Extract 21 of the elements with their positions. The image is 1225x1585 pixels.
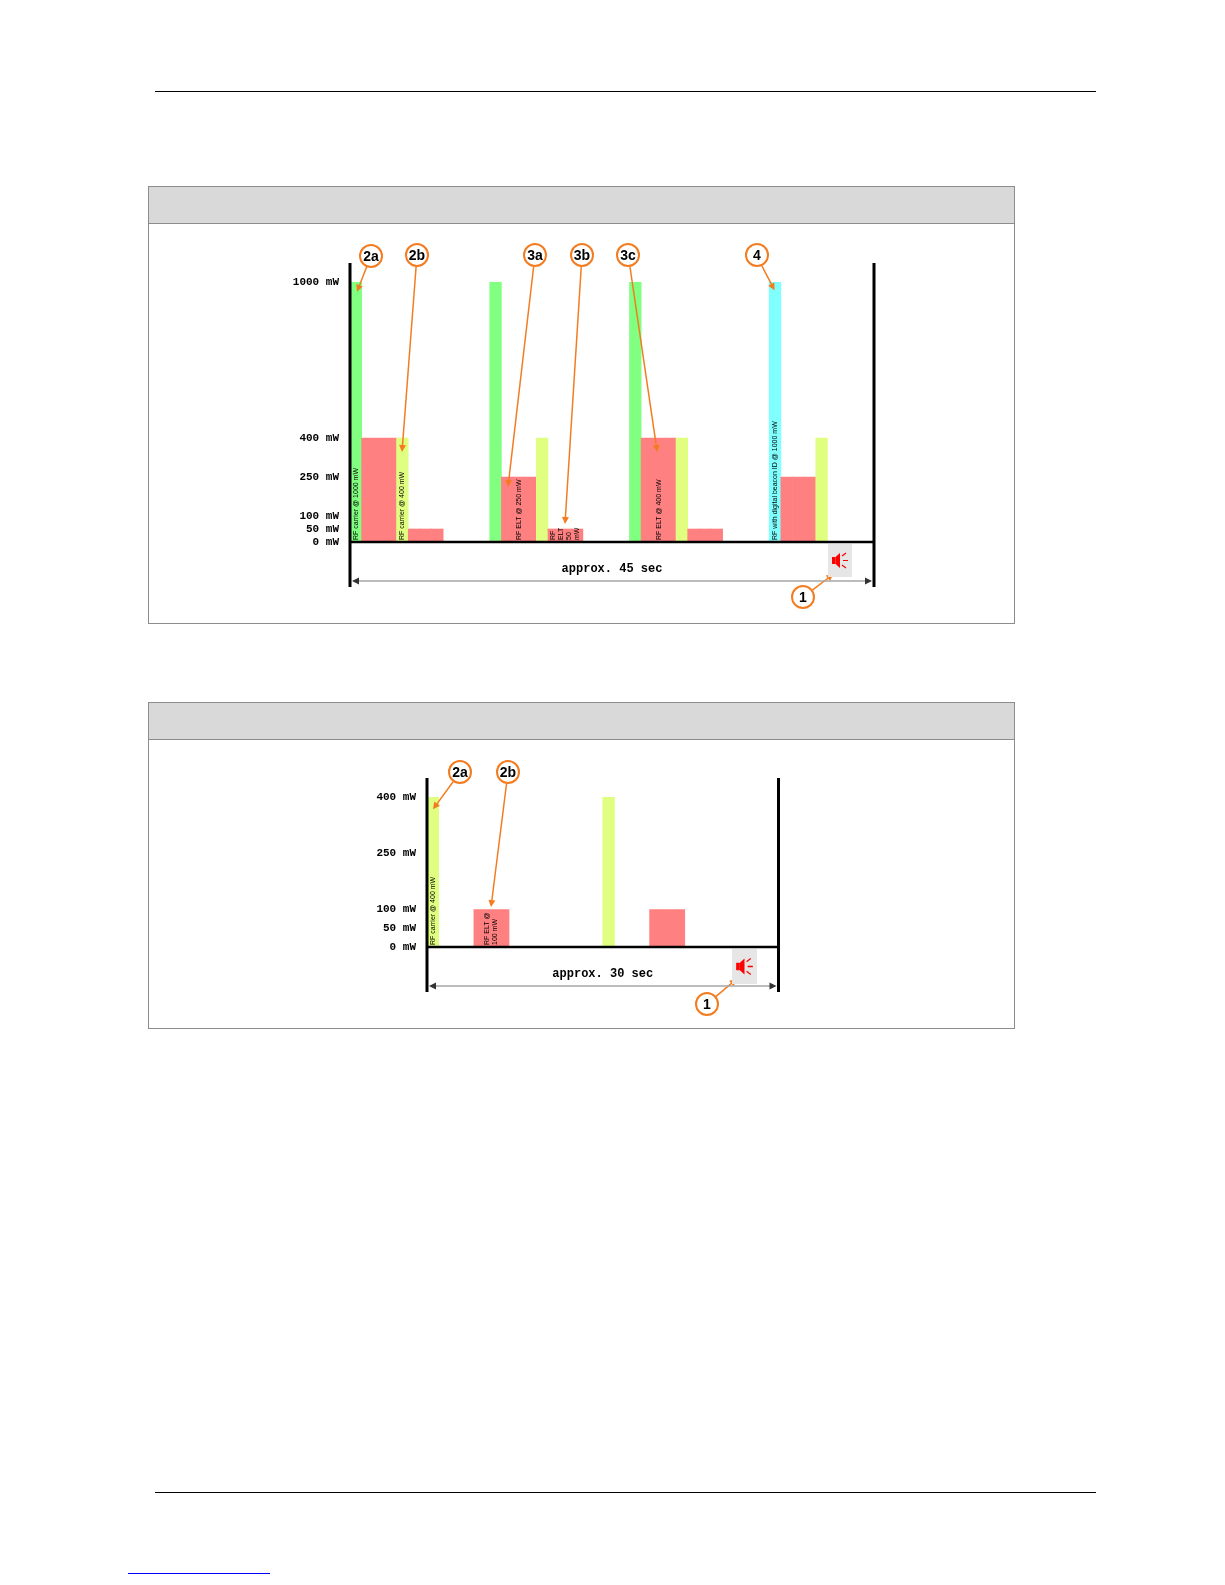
y-tick-label: 100 mW [375, 903, 416, 916]
bar [815, 437, 828, 542]
y-tick-label: 0 mW [312, 535, 340, 548]
text: 1 [799, 588, 807, 605]
bar [629, 282, 642, 542]
y-tick-label: 100 mW [299, 509, 340, 522]
bar [489, 282, 502, 542]
text: 4 [753, 246, 761, 263]
x-axis-title: approx. 45 sec [561, 562, 663, 577]
text: 1 [703, 995, 711, 1012]
y-tick-label: 0 mW [389, 940, 416, 953]
y-tick-label: 250 mW [375, 847, 416, 860]
y-tick-label: 250 mW [299, 470, 340, 483]
y-tick-label: 400 mW [375, 790, 416, 803]
bar [535, 437, 549, 542]
y-tick-label: 400 mW [299, 431, 340, 444]
y-tick-label: 1000 mW [292, 275, 340, 288]
bar [675, 437, 689, 542]
y-tick-label: 50 mW [382, 922, 416, 935]
y-tick-label: 50 mW [305, 522, 340, 535]
x-axis-title: approx. 30 sec [551, 967, 653, 982]
